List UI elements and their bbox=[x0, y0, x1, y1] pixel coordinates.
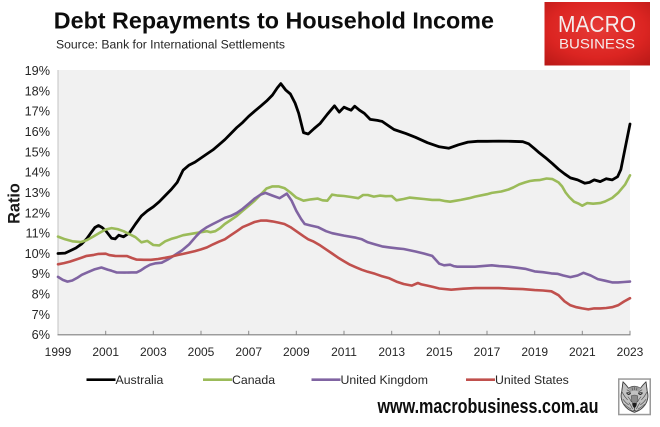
svg-text:1999: 1999 bbox=[45, 345, 72, 359]
svg-text:9%: 9% bbox=[32, 267, 50, 281]
svg-text:18%: 18% bbox=[25, 84, 50, 98]
svg-text:6%: 6% bbox=[32, 328, 50, 342]
svg-text:11%: 11% bbox=[26, 227, 50, 241]
svg-text:12%: 12% bbox=[25, 206, 50, 220]
svg-text:2019: 2019 bbox=[521, 345, 548, 359]
svg-text:Ratio: Ratio bbox=[6, 183, 24, 224]
svg-text:2011: 2011 bbox=[331, 345, 357, 359]
svg-text:BUSINESS: BUSINESS bbox=[559, 36, 635, 52]
svg-text:Canada: Canada bbox=[232, 373, 275, 387]
svg-text:www.macrobusiness.com.au: www.macrobusiness.com.au bbox=[377, 396, 599, 418]
svg-text:2021: 2021 bbox=[569, 345, 596, 359]
svg-text:Debt Repayments to Household I: Debt Repayments to Household Income bbox=[54, 7, 494, 33]
svg-text:8%: 8% bbox=[32, 288, 50, 302]
svg-text:16%: 16% bbox=[25, 125, 50, 139]
svg-text:19%: 19% bbox=[25, 64, 50, 78]
svg-text:2017: 2017 bbox=[474, 345, 501, 359]
svg-text:7%: 7% bbox=[32, 308, 50, 322]
svg-text:2003: 2003 bbox=[140, 345, 167, 359]
svg-text:Source: Bank for International: Source: Bank for International Settlemen… bbox=[56, 38, 285, 52]
svg-text:2023: 2023 bbox=[617, 345, 644, 359]
svg-text:2007: 2007 bbox=[235, 345, 262, 359]
svg-text:2013: 2013 bbox=[378, 345, 405, 359]
svg-text:13%: 13% bbox=[25, 186, 50, 200]
svg-text:17%: 17% bbox=[25, 105, 50, 119]
svg-text:2009: 2009 bbox=[283, 345, 310, 359]
svg-text:2001: 2001 bbox=[92, 345, 119, 359]
svg-text:14%: 14% bbox=[25, 166, 50, 180]
svg-text:United Kingdom: United Kingdom bbox=[341, 373, 429, 387]
svg-text:10%: 10% bbox=[25, 247, 50, 261]
svg-text:United States: United States bbox=[495, 373, 569, 387]
svg-text:MACRO: MACRO bbox=[558, 11, 636, 37]
svg-text:2005: 2005 bbox=[188, 345, 215, 359]
svg-text:15%: 15% bbox=[25, 145, 50, 159]
svg-text:2015: 2015 bbox=[426, 345, 453, 359]
svg-text:Australia: Australia bbox=[116, 373, 164, 387]
